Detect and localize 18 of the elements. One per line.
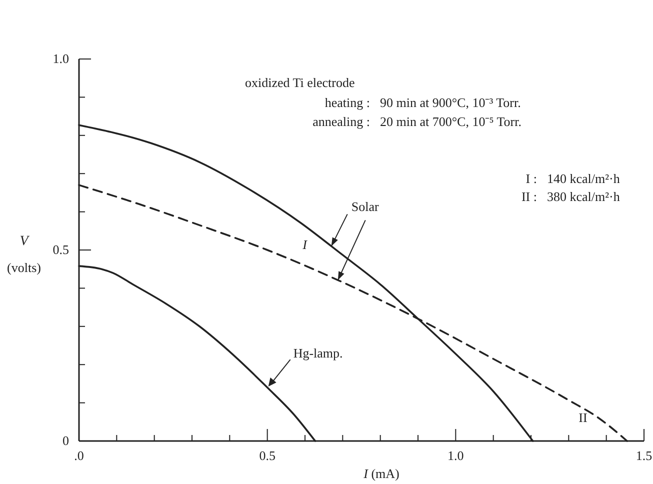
y-tick-label: 0 <box>62 433 69 448</box>
x-axis-title: I (mA) <box>362 466 400 481</box>
legend-label: I <box>302 236 308 252</box>
x-tick-label: 1.0 <box>448 448 464 463</box>
annotation: I : 140 kcal/m²·h <box>526 171 620 186</box>
x-tick-label: 1.5 <box>636 448 652 463</box>
x-tick-label: 0.5 <box>259 448 276 463</box>
annotation: Solar <box>351 199 380 214</box>
series-label: II <box>578 410 588 426</box>
annotation: heating : 90 min at 900°C, 10⁻³ Torr. <box>324 95 521 110</box>
x-tick-label: .0 <box>74 448 84 463</box>
text: Hg-lamp. <box>293 346 343 361</box>
annotation: oxidized Ti electrode <box>245 75 355 90</box>
y-axis-title: V (volts) <box>7 234 41 275</box>
annotation: annealing : 20 min at 700°C, 10⁻⁵ Torr. <box>312 114 522 129</box>
annotation: II : 380 kcal/m²·h <box>521 189 620 204</box>
y-tick-label: 0.5 <box>52 242 69 257</box>
y-tick-label: 1.0 <box>52 51 69 66</box>
